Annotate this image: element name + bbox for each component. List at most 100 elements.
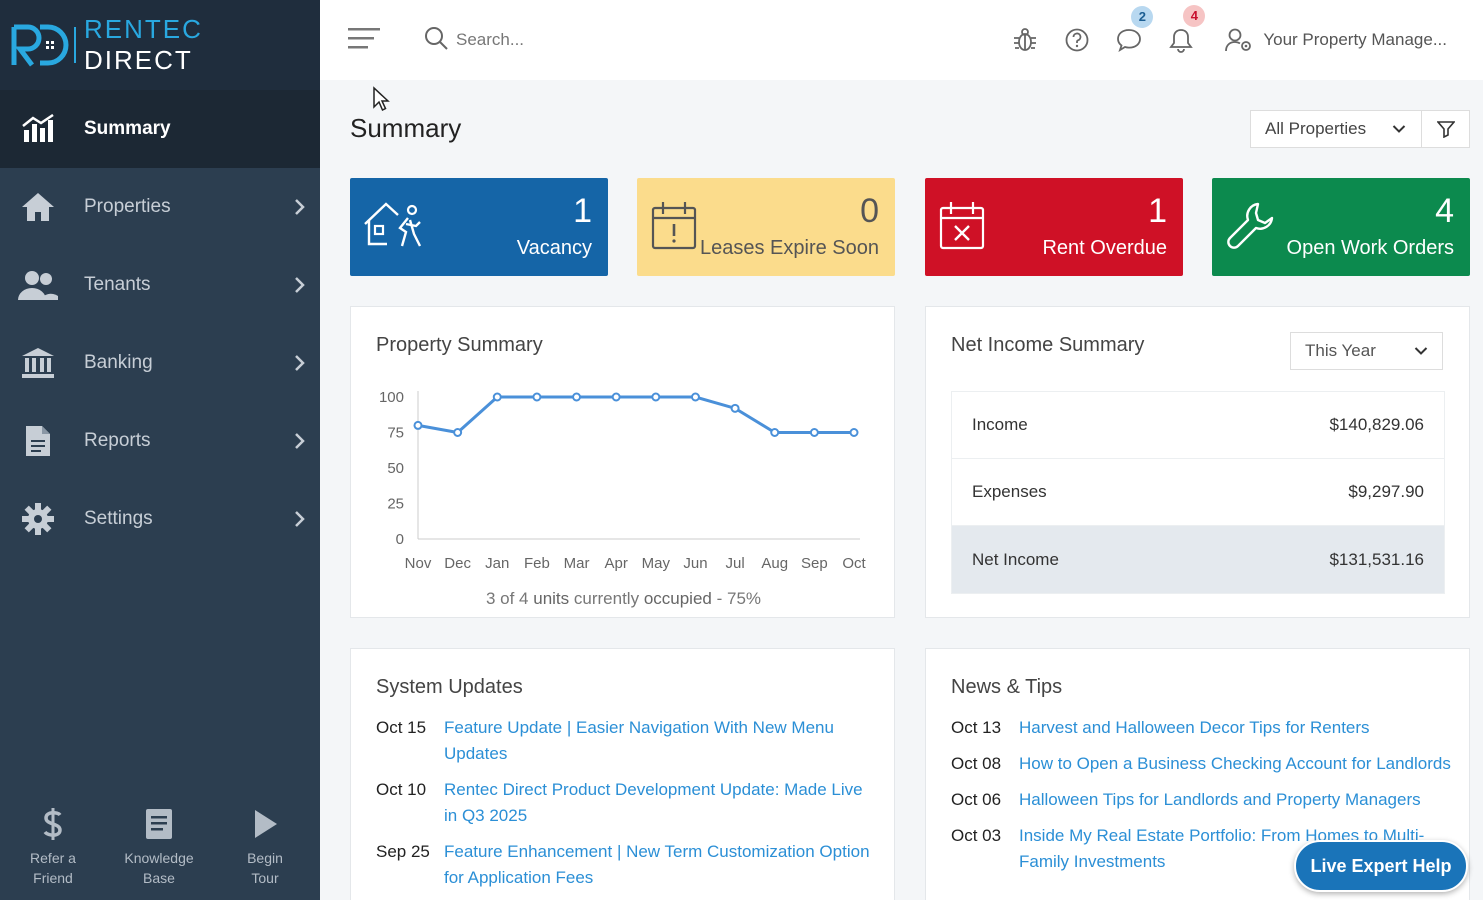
footer-label-line2: Friend (33, 870, 73, 886)
live-expert-help-button[interactable]: Live Expert Help (1294, 840, 1468, 892)
net-income-card: Net Income Summary This Year Income $140… (925, 306, 1470, 618)
footer-label-line2: Tour (251, 870, 279, 886)
sidebar-item-properties[interactable]: Properties (0, 168, 320, 246)
y-tick-label: 100 (379, 389, 404, 406)
dollar-icon (43, 808, 62, 840)
messages-badge: 2 (1131, 6, 1154, 28)
net-income-title: Net Income Summary (951, 334, 1145, 356)
refer-friend-link[interactable]: Refer a Friend (0, 806, 106, 888)
update-link[interactable]: Feature Enhancement | New Term Customiza… (444, 842, 870, 887)
calendar-x-icon (937, 198, 987, 259)
rent-overdue-label: Rent Overdue (1042, 237, 1167, 259)
footer-label-line1: Knowledge (124, 850, 194, 866)
update-date: Sep 25 (376, 842, 430, 861)
system-updates-title: System Updates (376, 676, 523, 698)
occupancy-chart: 0 25 50 75 100 Nov Dec Jan Feb Mar Apr May Jun Jul Aug… (379, 389, 867, 572)
bank-icon (18, 343, 58, 383)
period-value: This Year (1305, 341, 1376, 360)
x-tick-label: Jul (725, 555, 744, 572)
sidebar-item-summary[interactable]: Summary (0, 90, 320, 168)
news-link[interactable]: How to Open a Business Checking Account … (1019, 754, 1451, 773)
news-date: Oct 06 (951, 790, 1002, 809)
brand-name-a: RENTEC (84, 14, 203, 44)
income-row: Income $140,829.06 (952, 392, 1444, 459)
menu-toggle-icon[interactable] (348, 26, 380, 55)
search-bar[interactable]: Search... (424, 26, 844, 55)
news-date: Oct 03 (951, 826, 1002, 845)
x-tick-label: May (642, 555, 671, 572)
sidebar-item-tenants[interactable]: Tenants (0, 246, 320, 324)
net-income-row: Net Income $131,531.16 (952, 526, 1444, 593)
update-date: Oct 10 (376, 780, 427, 799)
sidebar-item-label: Summary (84, 118, 171, 139)
filter-button[interactable] (1421, 111, 1469, 147)
leases-expire-tile[interactable]: 0 Leases Expire Soon (637, 178, 895, 276)
sidebar-item-banking[interactable]: Banking (0, 324, 320, 402)
system-updates-card: System Updates Oct 15 Feature Update | E… (350, 648, 895, 900)
sidebar-item-settings[interactable]: Settings (0, 480, 320, 558)
filter-icon (1436, 121, 1455, 138)
data-point (413, 420, 423, 430)
list-item: Oct 08 How to Open a Business Checking A… (951, 751, 1451, 777)
user-menu[interactable]: Your Property Manage... (1225, 28, 1447, 52)
news-date: Oct 13 (951, 718, 1002, 737)
sidebar-item-reports[interactable]: Reports (0, 402, 320, 480)
net-income-amount: $131,531.16 (1329, 549, 1424, 569)
search-input[interactable]: Search... (456, 30, 525, 49)
help-icon[interactable] (1051, 28, 1103, 52)
update-link[interactable]: Rentec Direct Product Development Update… (444, 780, 863, 825)
period-select[interactable]: This Year (1290, 332, 1443, 370)
play-icon (255, 810, 277, 838)
rd-logo-icon (10, 21, 70, 69)
messages-icon[interactable]: 2 (1103, 6, 1155, 52)
x-tick-label: Mar (564, 555, 590, 572)
list-item: Sep 25 Feature Enhancement | New Term Cu… (376, 839, 876, 891)
property-filter-value: All Properties (1265, 119, 1367, 138)
income-amount: $140,829.06 (1329, 415, 1424, 434)
sidebar-item-label: Reports (84, 430, 151, 451)
work-orders-count: 4 (1435, 192, 1454, 230)
topbar-actions: 2 4 Your Property Manage... (999, 5, 1483, 53)
brand-wordmark: RENTEC DIRECT (84, 14, 320, 76)
x-tick-label: Aug (761, 555, 788, 572)
user-name: Your Property Manage... (1263, 30, 1447, 49)
vacancy-label: Vacancy (516, 237, 592, 259)
bug-report-icon[interactable] (999, 27, 1051, 53)
news-list: Oct 13 Harvest and Halloween Decor Tips … (951, 715, 1451, 885)
user-settings-icon (1225, 28, 1252, 52)
x-tick-label: Jun (683, 555, 707, 572)
rent-overdue-tile[interactable]: 1 Rent Overdue (925, 178, 1183, 276)
work-orders-tile[interactable]: 4 Open Work Orders (1212, 178, 1470, 276)
users-icon (18, 265, 58, 305)
property-filter-select[interactable]: All Properties (1250, 110, 1470, 148)
page-title: Summary (350, 113, 462, 143)
brand-name-b: DIRECT (84, 45, 193, 75)
vacancy-tile[interactable]: 1 Vacancy (350, 178, 608, 276)
gear-icon (18, 499, 58, 539)
x-tick-label: Feb (524, 555, 550, 572)
house-vacancy-icon (362, 198, 426, 261)
begin-tour-link[interactable]: Begin Tour (212, 806, 318, 888)
list-item: Oct 10 Rentec Direct Product Development… (376, 777, 876, 829)
news-link[interactable]: Halloween Tips for Landlords and Propert… (1019, 790, 1421, 809)
occ-units-count: 3 of 4 (485, 589, 529, 608)
income-table: Income $140,829.06 Expenses $9,297.90 Ne… (951, 391, 1445, 594)
knowledge-base-link[interactable]: Knowledge Base (106, 806, 212, 888)
x-tick-label: Apr (605, 555, 628, 572)
data-point (532, 392, 542, 402)
x-tick-label: Sep (801, 555, 828, 572)
property-summary-card: Property Summary 0 25 50 75 100 Nov Dec Jan Feb M… (350, 306, 895, 618)
expenses-label: Expenses (972, 482, 1047, 501)
vacancy-count: 1 (573, 192, 592, 230)
x-tick-label: Oct (842, 555, 866, 572)
news-link[interactable]: Harvest and Halloween Decor Tips for Ren… (1019, 718, 1370, 737)
occupancy-series-line (417, 395, 854, 435)
x-tick-label: Nov (405, 555, 432, 572)
footer-label-line1: Begin (247, 850, 283, 866)
brand-logo[interactable]: RENTEC DIRECT (0, 0, 320, 90)
calendar-alert-icon (649, 198, 699, 259)
list-item: Oct 15 Feature Update | Easier Navigatio… (376, 715, 876, 767)
document-icon (18, 421, 58, 461)
notifications-icon[interactable]: 4 (1155, 5, 1207, 53)
update-link[interactable]: Feature Update | Easier Navigation With … (444, 718, 834, 763)
